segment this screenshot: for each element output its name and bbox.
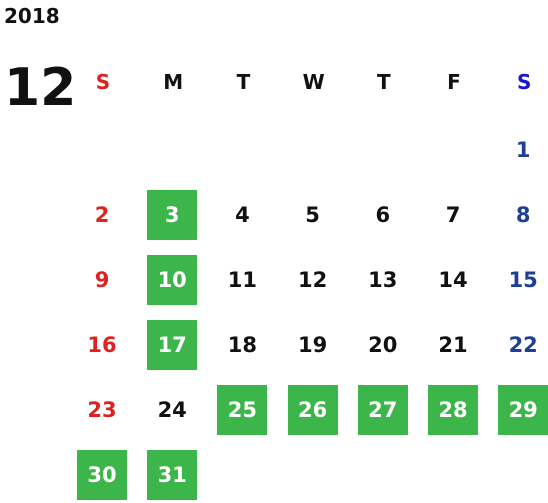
- weekday-label: S: [516, 70, 532, 94]
- day-cell: 29: [498, 385, 548, 435]
- day-cell: 31: [147, 450, 198, 500]
- day-cell: 20: [368, 333, 398, 357]
- day-cell: 30: [77, 450, 127, 500]
- day-cell: 10: [147, 255, 198, 305]
- day-cell: 4: [235, 203, 250, 227]
- day-cell: 24: [157, 398, 187, 422]
- day-cell: 8: [515, 203, 531, 227]
- day-cell: 27: [357, 385, 408, 435]
- day-cell: 13: [368, 268, 398, 292]
- day-cell: 11: [227, 268, 257, 292]
- day-cell: 9: [94, 268, 110, 292]
- day-cell: 22: [508, 333, 538, 357]
- day-cell: 1: [515, 138, 531, 162]
- day-cell: 17: [147, 320, 198, 370]
- year: 2018: [4, 4, 60, 28]
- weekday-label: M: [163, 70, 184, 94]
- weekday-label: T: [376, 70, 391, 94]
- day-cell: 28: [428, 385, 478, 435]
- month: 12: [4, 58, 77, 118]
- day-cell: 18: [227, 333, 257, 357]
- day-cell: 6: [375, 203, 391, 227]
- day-cell: 2: [94, 203, 110, 227]
- weekday-label: W: [302, 70, 325, 94]
- day-cell: 23: [87, 398, 117, 422]
- weekday-label: S: [95, 70, 111, 94]
- day-cell: 21: [438, 333, 468, 357]
- day-cell: 5: [305, 203, 320, 227]
- weekday-label: F: [447, 70, 461, 94]
- day-cell: 12: [297, 268, 328, 292]
- day-cell: 7: [445, 203, 461, 227]
- day-cell: 26: [287, 385, 338, 435]
- day-cell: 16: [87, 333, 117, 357]
- day-cell: 25: [217, 385, 268, 435]
- weekday-label: T: [236, 70, 251, 94]
- day-cell: 3: [147, 190, 198, 240]
- day-cell: 15: [508, 268, 538, 292]
- day-cell: 19: [297, 333, 328, 357]
- day-cell: 14: [438, 268, 468, 292]
